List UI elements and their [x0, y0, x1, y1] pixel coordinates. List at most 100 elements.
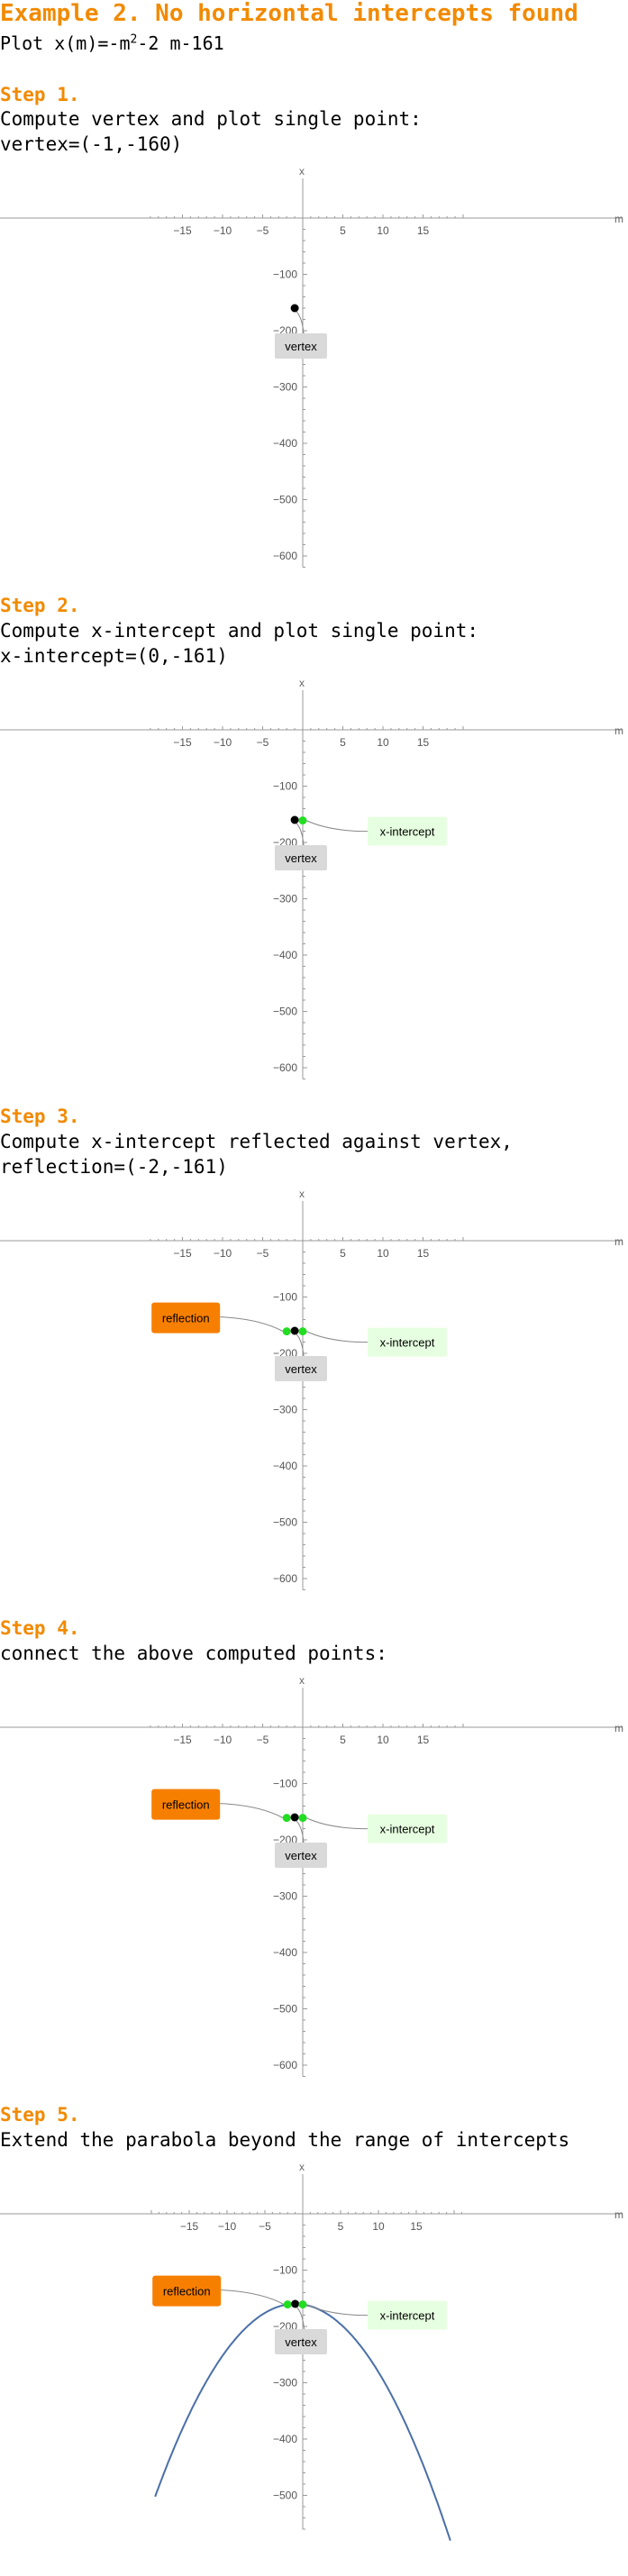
step-1-description: Compute vertex and plot single point: [0, 108, 422, 130]
function-text: Plot x(m)=-m [0, 32, 131, 54]
vertex-leader-line [296, 1820, 305, 1843]
x-intercept-leader-line [305, 1817, 369, 1830]
x-intercept-point [298, 2300, 307, 2309]
x-tick-label: −15 [180, 2220, 199, 2233]
x-intercept-label-box [368, 1327, 447, 1357]
y-tick-label: −500 [273, 1516, 297, 1529]
x-intercept-leader-line [305, 2304, 369, 2317]
step-3-description: Compute x-intercept reflected against ve… [0, 1131, 513, 1152]
step-5-chart: mx−15 −10 −5 5 10 15−100−200−300−400−500refle… [0, 2161, 623, 2542]
reflection-point [283, 2300, 292, 2309]
x-tick-label: −15 [173, 1734, 192, 1746]
vertex-point [290, 1813, 299, 1822]
y-tick-label: −300 [273, 2377, 297, 2389]
y-axis-label: x [299, 677, 305, 689]
x-axis-label: m [614, 2208, 623, 2221]
page-title: Example 2. No horizontal intercepts foun… [0, 0, 578, 27]
step-4-description: connect the above computed points: [0, 1643, 387, 1664]
x-axis-label: m [614, 213, 623, 225]
y-axis-label: x [299, 1188, 305, 1200]
vertex-label-box [275, 845, 327, 870]
y-tick-label: −400 [273, 2433, 297, 2445]
reflection-point [282, 1814, 291, 1823]
step-5-description: Extend the parabola beyond the range of … [0, 2129, 570, 2151]
step-3-heading: Step 3. [0, 1106, 80, 1127]
x-axis-label: m [614, 724, 623, 737]
x-tick-label: 10 [377, 224, 389, 237]
x-tick-label: −5 [257, 224, 269, 237]
x-intercept-label: x-intercept [380, 2309, 435, 2323]
x-tick-label: 10 [372, 2220, 385, 2233]
y-tick-label: −300 [273, 1404, 297, 1416]
y-tick-label: −600 [273, 2059, 297, 2071]
x-axis-label: m [614, 1722, 623, 1734]
y-axis-label: x [299, 165, 305, 177]
y-tick-label: −600 [273, 1572, 297, 1585]
step-5-heading: Step 5. [0, 2104, 80, 2125]
y-tick-label: −400 [273, 1460, 297, 1472]
reflection-label: reflection [163, 2285, 211, 2298]
x-intercept-leader-line [305, 1331, 369, 1343]
x-intercept-point [298, 1814, 307, 1823]
y-tick-label: −300 [273, 381, 297, 394]
x-tick-label: 15 [410, 2220, 423, 2233]
x-tick-label: −10 [218, 2220, 237, 2233]
x-tick-label: −15 [173, 224, 192, 237]
x-intercept-point [298, 816, 307, 825]
x-tick-label: −10 [214, 1734, 232, 1746]
x-tick-label: 5 [340, 1247, 346, 1260]
x-tick-label: 10 [377, 1734, 389, 1746]
step-3-result: reflection=(-2,-161) [0, 1156, 228, 1178]
reflection-leader-line [220, 1316, 284, 1333]
x-tick-label: 15 [417, 1247, 430, 1260]
step-3-chart: mx−15 −10 −5 5 10 15−100−200−300−400−500−600r… [0, 1188, 623, 1590]
function-exponent: 2 [130, 32, 138, 47]
y-tick-label: −500 [273, 2003, 297, 2016]
x-intercept-point [298, 1327, 307, 1336]
reflection-label-box [152, 2275, 222, 2307]
vertex-leader-line [296, 823, 305, 846]
y-tick-label: −300 [273, 893, 297, 906]
x-tick-label: −10 [214, 736, 232, 749]
step-4-chart: mx−15 −10 −5 5 10 15−100−200−300−400−500−600r… [0, 1674, 623, 2077]
y-tick-label: −500 [273, 2490, 297, 2502]
reflection-label: reflection [162, 1312, 210, 1325]
y-tick-label: −500 [273, 494, 297, 506]
y-tick-label: −100 [273, 780, 297, 793]
step-1-heading: Step 1. [0, 84, 80, 105]
vertex-label: vertex [285, 1362, 317, 1376]
vertex-point [291, 2299, 300, 2308]
x-axis-label: m [614, 1235, 623, 1248]
x-intercept-label-box [368, 1814, 447, 1843]
x-tick-label: −5 [257, 1734, 269, 1746]
y-tick-label: −400 [273, 1946, 297, 1959]
x-tick-label: −10 [214, 1247, 232, 1260]
y-tick-label: −100 [273, 1778, 297, 1790]
vertex-point [290, 1326, 299, 1335]
x-tick-label: −5 [257, 736, 269, 749]
vertex-label-box [275, 1356, 327, 1381]
function-text-rest: -2 m-161 [137, 32, 224, 54]
x-tick-label: −15 [173, 1247, 192, 1260]
step-1-chart: mx−15 −10 −5 5 10 15−100−200−300−400−500−600v… [0, 165, 623, 568]
reflection-label-box [151, 1789, 221, 1820]
step-4-heading: Step 4. [0, 1617, 80, 1639]
vertex-point [290, 304, 299, 313]
vertex-leader-line [296, 1334, 305, 1357]
vertex-label-box [275, 2329, 327, 2354]
vertex-point [290, 815, 299, 824]
vertex-label: vertex [285, 1849, 317, 1862]
reflection-leader-line [220, 1803, 284, 1819]
vertex-label: vertex [285, 340, 317, 353]
x-intercept-label: x-intercept [380, 1336, 435, 1350]
x-tick-label: 5 [340, 224, 346, 237]
x-intercept-label: x-intercept [380, 825, 435, 839]
vertex-label-box [275, 333, 327, 359]
step-1-result: vertex=(-1,-160) [0, 133, 183, 155]
y-tick-label: −600 [273, 1061, 297, 1074]
x-intercept-label-box [368, 816, 447, 846]
x-tick-label: 10 [377, 736, 389, 749]
x-tick-label: 15 [417, 736, 430, 749]
function-definition: Plot x(m)=-m2-2 m-161 [0, 32, 224, 54]
y-tick-label: −600 [273, 550, 297, 562]
